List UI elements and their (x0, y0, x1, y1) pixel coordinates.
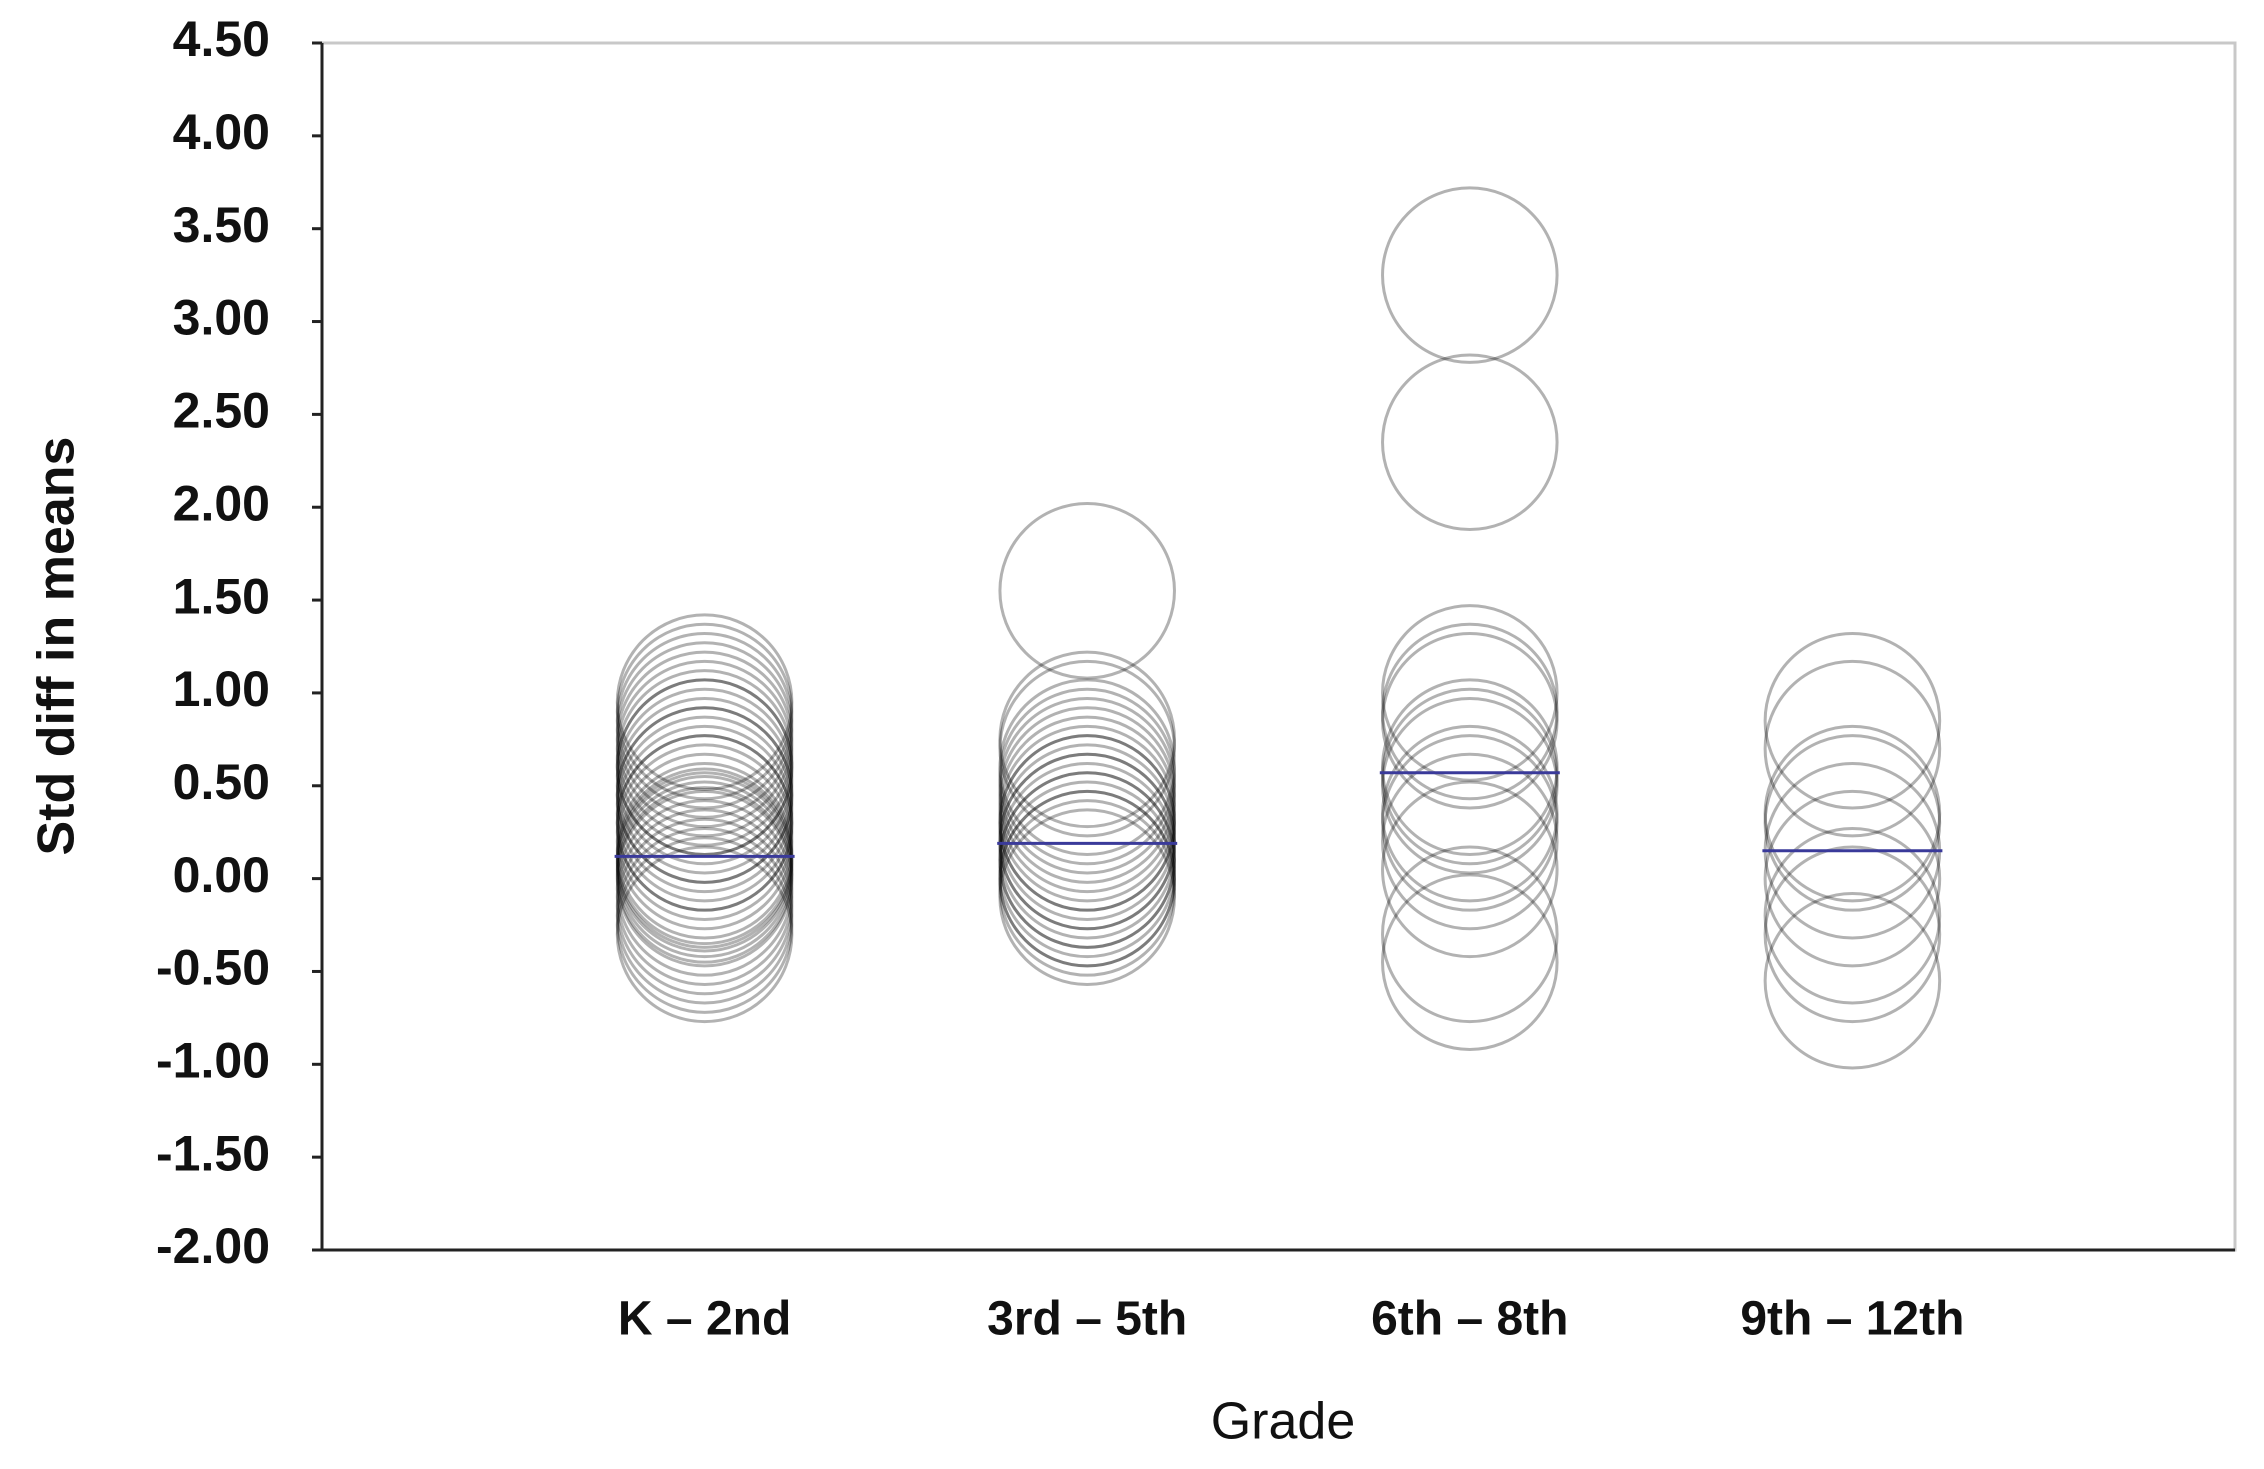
point (615, 774, 794, 953)
point (615, 641, 794, 819)
y-tick-label: 3.00 (173, 290, 270, 346)
point (615, 799, 794, 977)
point (1763, 724, 1942, 903)
point (1763, 891, 1942, 1070)
point (998, 687, 1176, 866)
point (1763, 659, 1942, 838)
point (615, 678, 794, 856)
point (615, 650, 794, 829)
y-tick-label: 0.00 (173, 847, 270, 903)
point (615, 743, 794, 921)
point (998, 761, 1176, 940)
point (1381, 678, 1559, 856)
point (615, 613, 794, 791)
point (615, 632, 794, 810)
point (1763, 845, 1942, 1024)
point (615, 761, 794, 940)
y-axis-label: Std diff in means (28, 437, 86, 856)
point (615, 715, 794, 894)
point (998, 789, 1176, 968)
point (1381, 604, 1559, 782)
x-axis-label: Grade (1211, 1393, 1356, 1451)
x-tick-label: 9th – 12th (1740, 1293, 1964, 1346)
y-tick-label: 1.00 (173, 661, 270, 717)
point (998, 743, 1176, 921)
y-tick-label: -0.50 (156, 940, 270, 996)
y-tick-label: 4.00 (173, 104, 270, 160)
point (615, 836, 794, 1014)
point (1381, 687, 1559, 866)
point (998, 502, 1176, 680)
y-tick-label: 4.50 (173, 11, 270, 67)
point (615, 659, 794, 838)
point (615, 696, 794, 875)
point (615, 678, 794, 856)
point (1381, 353, 1559, 532)
plot-frame (320, 41, 2237, 1252)
point (998, 696, 1176, 875)
y-tick-label: -2.00 (156, 1218, 270, 1274)
point (1381, 622, 1559, 801)
point (615, 622, 794, 801)
y-tick-label: 2.50 (173, 383, 270, 439)
y-tick-label: 1.50 (173, 568, 270, 624)
point (998, 724, 1176, 903)
y-tick-label: 3.50 (173, 197, 270, 253)
point (998, 771, 1176, 949)
point (615, 817, 794, 996)
point (615, 752, 794, 931)
point (998, 650, 1176, 829)
point (998, 734, 1176, 912)
point (615, 780, 794, 959)
point (1381, 186, 1559, 364)
point (615, 706, 794, 884)
x-tick-label: 3rd – 5th (987, 1293, 1187, 1346)
point (1763, 789, 1942, 968)
point (1381, 780, 1559, 959)
y-tick-label: 2.00 (173, 475, 270, 531)
point (998, 752, 1176, 931)
point (998, 706, 1176, 884)
point (615, 669, 794, 847)
y-tick-label: -1.50 (156, 1125, 270, 1181)
point (998, 808, 1176, 986)
point (998, 659, 1176, 838)
point (1381, 734, 1559, 912)
point (998, 780, 1176, 959)
point (998, 678, 1176, 856)
point (615, 724, 794, 903)
point (1381, 752, 1559, 931)
point (998, 771, 1176, 949)
point (1763, 632, 1942, 810)
point (615, 687, 794, 866)
point (998, 799, 1176, 977)
point (615, 706, 794, 884)
point (1763, 826, 1942, 1005)
point (615, 734, 794, 912)
point (1381, 845, 1559, 1024)
x-tick-label: K – 2nd (618, 1293, 791, 1346)
point (1381, 696, 1559, 875)
point (615, 734, 794, 912)
point (1381, 724, 1559, 903)
point (998, 715, 1176, 894)
y-tick-label: -1.00 (156, 1033, 270, 1089)
point (1763, 734, 1942, 912)
point (1381, 632, 1559, 810)
point (615, 789, 794, 968)
y-tick-label: 0.50 (173, 754, 270, 810)
point (998, 752, 1176, 931)
point (615, 771, 794, 949)
point (615, 786, 794, 964)
point (1381, 873, 1559, 1051)
point (998, 734, 1176, 912)
point (615, 826, 794, 1005)
point (998, 789, 1176, 968)
x-tick-label: 6th – 8th (1371, 1293, 1568, 1346)
point (615, 845, 794, 1024)
point (615, 808, 794, 986)
